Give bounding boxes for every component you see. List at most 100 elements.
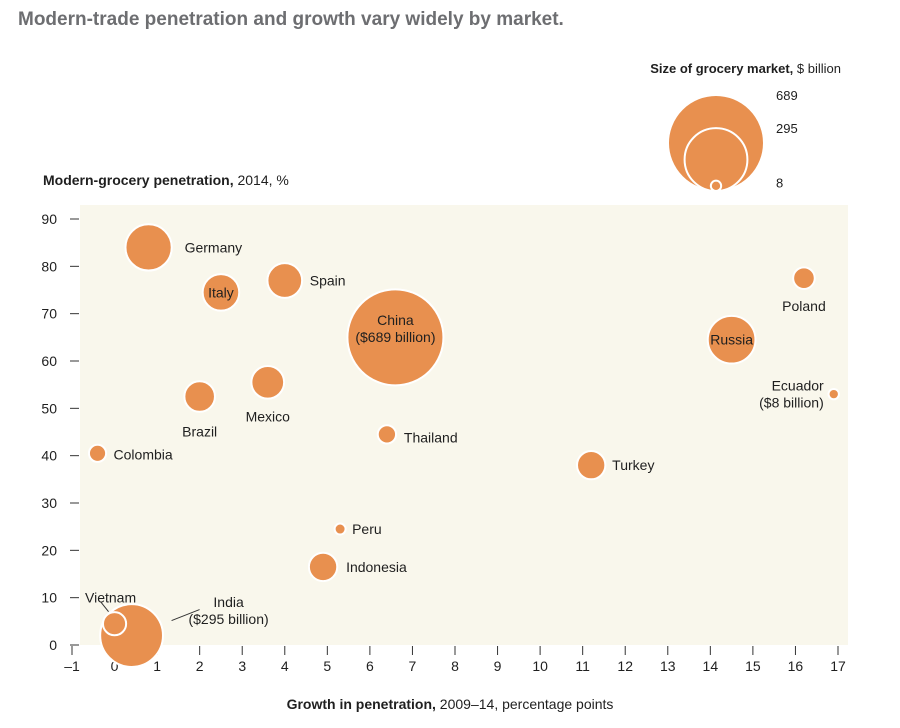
y-tick-label: 20 bbox=[41, 542, 57, 558]
y-tick-label: 40 bbox=[41, 448, 57, 464]
bubble-label-line: Indonesia bbox=[346, 559, 407, 575]
bubble-label-italy: Italy bbox=[208, 284, 234, 300]
bubble-label-ecuador: Ecuador ($8 billion) bbox=[759, 378, 824, 411]
y-tick-label: 70 bbox=[41, 306, 57, 322]
y-axis-label-bold: Modern-grocery penetration, bbox=[43, 172, 234, 188]
y-tick-label: 30 bbox=[41, 495, 57, 511]
bubble-label-brazil: Brazil bbox=[182, 424, 217, 440]
y-tick-label: 80 bbox=[41, 258, 57, 274]
size-legend-value: 689 bbox=[776, 88, 798, 103]
bubble-label-turkey: Turkey bbox=[612, 457, 654, 473]
y-axis-label: Modern-grocery penetration, 2014, % bbox=[43, 172, 289, 188]
x-tick-label: 15 bbox=[745, 658, 761, 674]
x-tick-label: 1 bbox=[153, 658, 161, 674]
bubble-label-line: Turkey bbox=[612, 457, 654, 473]
x-tick-label: 4 bbox=[281, 658, 289, 674]
size-legend-circle bbox=[709, 179, 723, 193]
x-tick-label: 12 bbox=[617, 658, 633, 674]
bubble-label-line: Italy bbox=[208, 284, 234, 300]
x-axis-label: Growth in penetration, 2009–14, percenta… bbox=[0, 696, 900, 712]
x-axis-label-bold: Growth in penetration, bbox=[286, 696, 436, 712]
leader-line-india bbox=[171, 609, 200, 621]
bubble-label-line: Thailand bbox=[404, 429, 458, 445]
size-legend: 689 295 8 bbox=[667, 88, 798, 193]
bubble-label-line: Mexico bbox=[246, 408, 291, 424]
bubble-label-line: India bbox=[213, 594, 244, 610]
bubble-label-colombia: Colombia bbox=[114, 446, 173, 462]
y-tick-label: 50 bbox=[41, 400, 57, 416]
size-legend-title: Size of grocery market, $ billion bbox=[650, 61, 841, 76]
x-axis-label-rest: 2009–14, percentage points bbox=[435, 696, 614, 712]
x-tick-label: 10 bbox=[532, 658, 548, 674]
x-tick-label: –1 bbox=[64, 658, 80, 674]
x-tick-label: 17 bbox=[830, 658, 846, 674]
x-tick-label: 3 bbox=[238, 658, 246, 674]
size-legend-value: 8 bbox=[776, 176, 783, 191]
bubble-ecuador bbox=[827, 387, 840, 401]
bubbles bbox=[87, 223, 840, 668]
bubble-russia bbox=[706, 314, 757, 365]
bubble-label-india: India ($295 billion) bbox=[188, 594, 268, 627]
bubble-label-line: Russia bbox=[710, 332, 753, 348]
x-tick-label: 14 bbox=[703, 658, 719, 674]
bubble-peru bbox=[333, 522, 347, 536]
x-tick-label: 5 bbox=[323, 658, 331, 674]
bubble-labels: Germany Italy Spain China ($689 billion) Russ… bbox=[85, 239, 826, 627]
bubble-vietnam bbox=[101, 611, 128, 637]
bubble-label-line: Ecuador bbox=[772, 378, 824, 394]
y-axis-label-rest: 2014, % bbox=[233, 172, 289, 188]
bubble-label-line: China bbox=[377, 312, 414, 328]
bubble-label-line: ($295 billion) bbox=[188, 611, 268, 627]
bubble-china bbox=[346, 288, 445, 387]
page-title: Modern-trade penetration and growth vary… bbox=[18, 9, 564, 30]
leader-line-vietnam bbox=[100, 601, 109, 613]
bubble-label-indonesia: Indonesia bbox=[346, 559, 407, 575]
bubble-germany bbox=[124, 223, 173, 272]
bubble-colombia bbox=[87, 443, 108, 463]
bubble-italy bbox=[201, 273, 241, 312]
bubble-brazil bbox=[183, 380, 216, 413]
bubble-label-line: Brazil bbox=[182, 424, 217, 440]
bubble-label-line: Poland bbox=[782, 298, 826, 314]
bubble-label-russia: Russia bbox=[710, 332, 753, 348]
x-tick-label: 16 bbox=[788, 658, 804, 674]
y-tick-label: 10 bbox=[41, 590, 57, 606]
bubble-label-germany: Germany bbox=[185, 239, 243, 255]
bubble-label-line: ($8 billion) bbox=[759, 395, 824, 411]
bubble-label-vietnam: Vietnam bbox=[85, 590, 136, 606]
bubble-turkey bbox=[576, 449, 607, 481]
x-tick-label: 9 bbox=[494, 658, 502, 674]
bubble-label-line: Peru bbox=[352, 521, 382, 537]
bubble-label-china: China ($689 billion) bbox=[355, 312, 435, 345]
y-tick-label: 60 bbox=[41, 353, 57, 369]
x-tick-label: 6 bbox=[366, 658, 374, 674]
bubble-label-line: Germany bbox=[185, 239, 243, 255]
bubble-label-line: Colombia bbox=[114, 446, 173, 462]
bubble-spain bbox=[266, 262, 304, 299]
bubble-label-poland: Poland bbox=[782, 298, 826, 314]
bubble-label-mexico: Mexico bbox=[246, 408, 291, 424]
size-legend-value: 295 bbox=[776, 121, 798, 136]
bubble-poland bbox=[792, 266, 816, 290]
bubble-mexico bbox=[250, 364, 286, 400]
size-legend-title-unit: $ billion bbox=[793, 61, 841, 76]
y-tick-label: 90 bbox=[41, 211, 57, 227]
x-tick-label: 7 bbox=[409, 658, 417, 674]
x-tick-label: 2 bbox=[196, 658, 204, 674]
x-tick-label: 0 bbox=[111, 658, 119, 674]
y-tick-label: 0 bbox=[49, 637, 57, 653]
bubble-label-peru: Peru bbox=[352, 521, 382, 537]
bubble-label-spain: Spain bbox=[310, 273, 346, 289]
x-tick-label: 8 bbox=[451, 658, 459, 674]
bubble-label-line: ($689 billion) bbox=[355, 329, 435, 345]
bubble-label-thailand: Thailand bbox=[404, 429, 458, 445]
bubble-label-line: Vietnam bbox=[85, 590, 136, 606]
size-legend-title-bold: Size of grocery market, bbox=[650, 61, 794, 76]
x-tick-label: 13 bbox=[660, 658, 676, 674]
bubble-thailand bbox=[376, 424, 398, 445]
bubble-label-line: Spain bbox=[310, 273, 346, 289]
bubble-indonesia bbox=[307, 551, 339, 583]
x-tick-label: 11 bbox=[575, 658, 590, 674]
